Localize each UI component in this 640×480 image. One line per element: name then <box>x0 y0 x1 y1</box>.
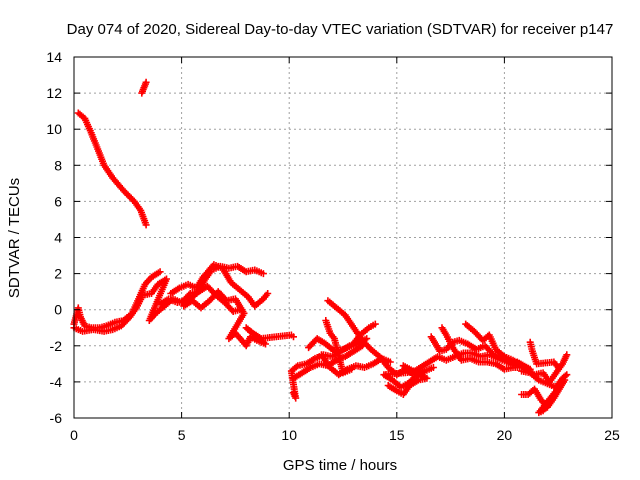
x-axis-tick-labels: 0 5 10 15 20 25 <box>70 427 620 443</box>
x-tick-label: 0 <box>70 427 78 443</box>
data-point <box>371 320 379 328</box>
y-axis-label: SDTVAR / TECUs <box>6 178 23 298</box>
data-point <box>488 349 496 357</box>
data-point <box>348 365 356 373</box>
y-tick-label: -4 <box>50 374 63 390</box>
y-tick-label: -2 <box>50 338 63 354</box>
data-point <box>142 221 150 229</box>
x-tick-label: 10 <box>281 427 297 443</box>
y-tick-label: 12 <box>46 85 62 101</box>
x-axis-label: GPS time / hours <box>283 457 397 474</box>
data-point <box>142 78 150 86</box>
data-point <box>554 364 562 371</box>
y-tick-label: 6 <box>54 193 62 209</box>
y-tick-label: 8 <box>54 157 62 173</box>
y-tick-label: 14 <box>46 49 62 65</box>
x-tick-label: 15 <box>389 427 405 443</box>
data-point <box>386 358 394 366</box>
axis-ticks <box>73 56 613 419</box>
y-tick-label: 0 <box>54 302 62 318</box>
y-tick-label: 4 <box>54 230 62 246</box>
x-tick-label: 20 <box>497 427 513 443</box>
x-tick-label: 25 <box>604 427 620 443</box>
data-point <box>563 351 571 359</box>
y-tick-label: -6 <box>50 410 63 426</box>
data-points <box>70 78 571 417</box>
data-point <box>264 290 272 297</box>
chart-title: Day 074 of 2020, Sidereal Day-to-day VTE… <box>67 21 614 38</box>
y-axis-tick-labels: -6 -4 -2 0 2 4 6 8 10 12 14 <box>46 49 62 426</box>
data-point <box>543 401 551 409</box>
data-point <box>563 371 571 379</box>
data-point <box>156 268 164 276</box>
data-point <box>259 270 267 278</box>
data-point <box>290 333 297 341</box>
data-point <box>429 364 437 371</box>
x-tick-label: 5 <box>178 427 186 443</box>
y-tick-label: 2 <box>54 266 62 282</box>
y-tick-label: 10 <box>46 121 62 137</box>
